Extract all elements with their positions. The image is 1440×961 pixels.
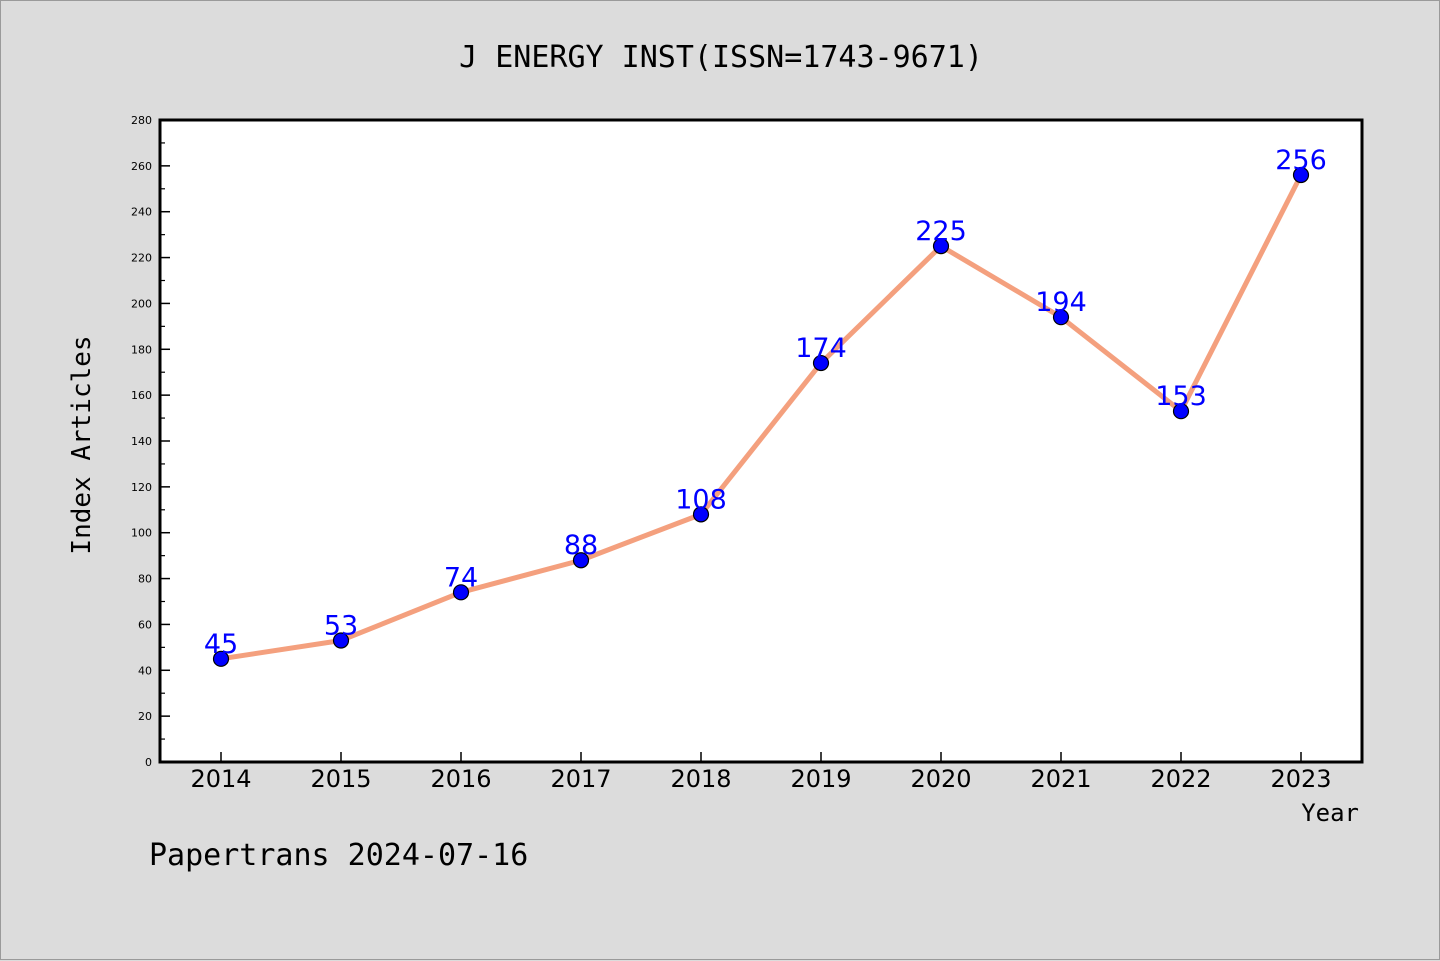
data-point [812, 354, 830, 372]
chart-title: J ENERGY INST(ISSN=1743-9671) [459, 40, 983, 75]
y-tick-label: 160 [131, 389, 152, 402]
data-label: 153 [1155, 381, 1207, 412]
data-label: 256 [1275, 145, 1327, 176]
data-label: 108 [675, 484, 727, 515]
data-point [1172, 403, 1190, 420]
y-tick-label: 240 [131, 206, 152, 219]
data-label: 194 [1035, 287, 1087, 318]
y-tick-label: 120 [131, 481, 152, 494]
x-tick-label: 2016 [430, 765, 491, 793]
data-label: 174 [795, 333, 847, 364]
data-point [692, 506, 710, 523]
y-tick-label: 220 [131, 252, 152, 265]
data-point [572, 552, 590, 569]
data-point [212, 650, 230, 667]
x-tick-label: 2014 [190, 765, 251, 793]
x-tick-label: 2017 [550, 765, 611, 793]
series-line [218, 172, 1304, 662]
data-labels: 45 53 74 88 108 174 225 194 153 256 [204, 145, 1327, 660]
x-tick-label: 2023 [1270, 765, 1331, 793]
x-tick-label: 2020 [910, 765, 971, 793]
data-point [932, 238, 950, 255]
y-tick-label: 80 [138, 573, 152, 586]
y-axis: 0 20 40 60 80 100 120 140 160 180 200 220 240 260 280 [131, 114, 170, 769]
x-tick-label: 2015 [310, 765, 371, 793]
y-axis-label: Index Articles [67, 335, 97, 554]
data-label: 74 [444, 562, 478, 593]
x-axis: 2014 2015 2016 2017 2018 2019 2020 2021 2022 2023 [190, 752, 1332, 793]
data-point [452, 584, 470, 601]
y-tick-label: 20 [138, 710, 152, 723]
y-tick-label: 180 [131, 343, 152, 356]
y-tick-label: 200 [131, 297, 152, 310]
data-point [1292, 166, 1310, 184]
y-tick-label: 40 [138, 664, 152, 677]
x-tick-label: 2021 [1030, 765, 1091, 793]
data-label: 225 [915, 216, 967, 247]
y-tick-label: 280 [131, 114, 152, 127]
data-markers [212, 166, 1310, 667]
x-tick-label: 2019 [790, 765, 851, 793]
data-point [1052, 309, 1070, 326]
y-tick-label: 100 [131, 527, 152, 540]
data-point [332, 632, 350, 649]
x-tick-label: 2022 [1150, 765, 1211, 793]
credit-text: Papertrans 2024-07-16 [149, 838, 528, 873]
data-label: 88 [564, 530, 598, 561]
data-label: 45 [204, 629, 238, 660]
x-axis-label: Year [1301, 799, 1359, 827]
x-tick-label: 2018 [670, 765, 731, 793]
y-tick-label: 60 [138, 618, 152, 631]
y-tick-label: 260 [131, 160, 152, 173]
y-tick-label: 0 [145, 756, 152, 769]
data-label: 53 [324, 610, 358, 641]
y-tick-label: 140 [131, 435, 152, 448]
